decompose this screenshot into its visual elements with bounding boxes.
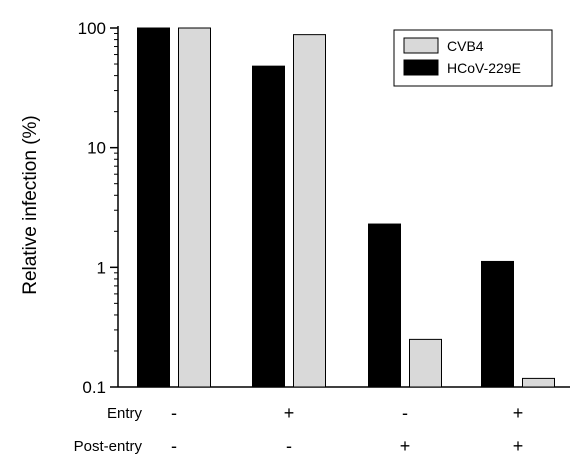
y-tick-label: 1	[97, 258, 106, 277]
bars	[137, 27, 555, 388]
legend-swatch	[403, 59, 439, 76]
legend-swatch	[403, 37, 439, 54]
legend-label: HCoV-229E	[447, 60, 521, 76]
condition-rows: Entry - + - + Post-entry - - + +	[74, 403, 524, 456]
legend: CVB4 HCoV-229E	[393, 29, 553, 87]
condition-sign: +	[513, 436, 524, 456]
y-axis-label: Relative infection (%)	[20, 115, 41, 295]
condition-label: Post-entry	[74, 438, 143, 455]
bar-cvb4	[178, 27, 211, 388]
legend-label: CVB4	[447, 38, 484, 54]
bar-hcov-229e	[368, 223, 401, 388]
bar-cvb4	[293, 34, 326, 388]
condition-sign: +	[284, 403, 295, 423]
bar-cvb4	[522, 377, 555, 388]
bar-cvb4	[409, 338, 442, 388]
condition-label: Entry	[107, 405, 143, 422]
condition-sign: +	[400, 436, 411, 456]
condition-sign: -	[286, 436, 292, 456]
condition-sign: +	[513, 403, 524, 423]
bar-hcov-229e	[252, 65, 285, 388]
condition-sign: -	[171, 403, 177, 423]
y-tick-label: 0.1	[82, 378, 106, 397]
bar-hcov-229e	[481, 260, 514, 388]
y-tick-label: 10	[87, 139, 106, 158]
bar-hcov-229e	[137, 27, 170, 388]
y-tick-label: 100	[78, 19, 106, 38]
condition-sign: -	[402, 403, 408, 423]
condition-sign: -	[171, 436, 177, 456]
y-axis: 0.1 1 10 100	[78, 19, 119, 397]
